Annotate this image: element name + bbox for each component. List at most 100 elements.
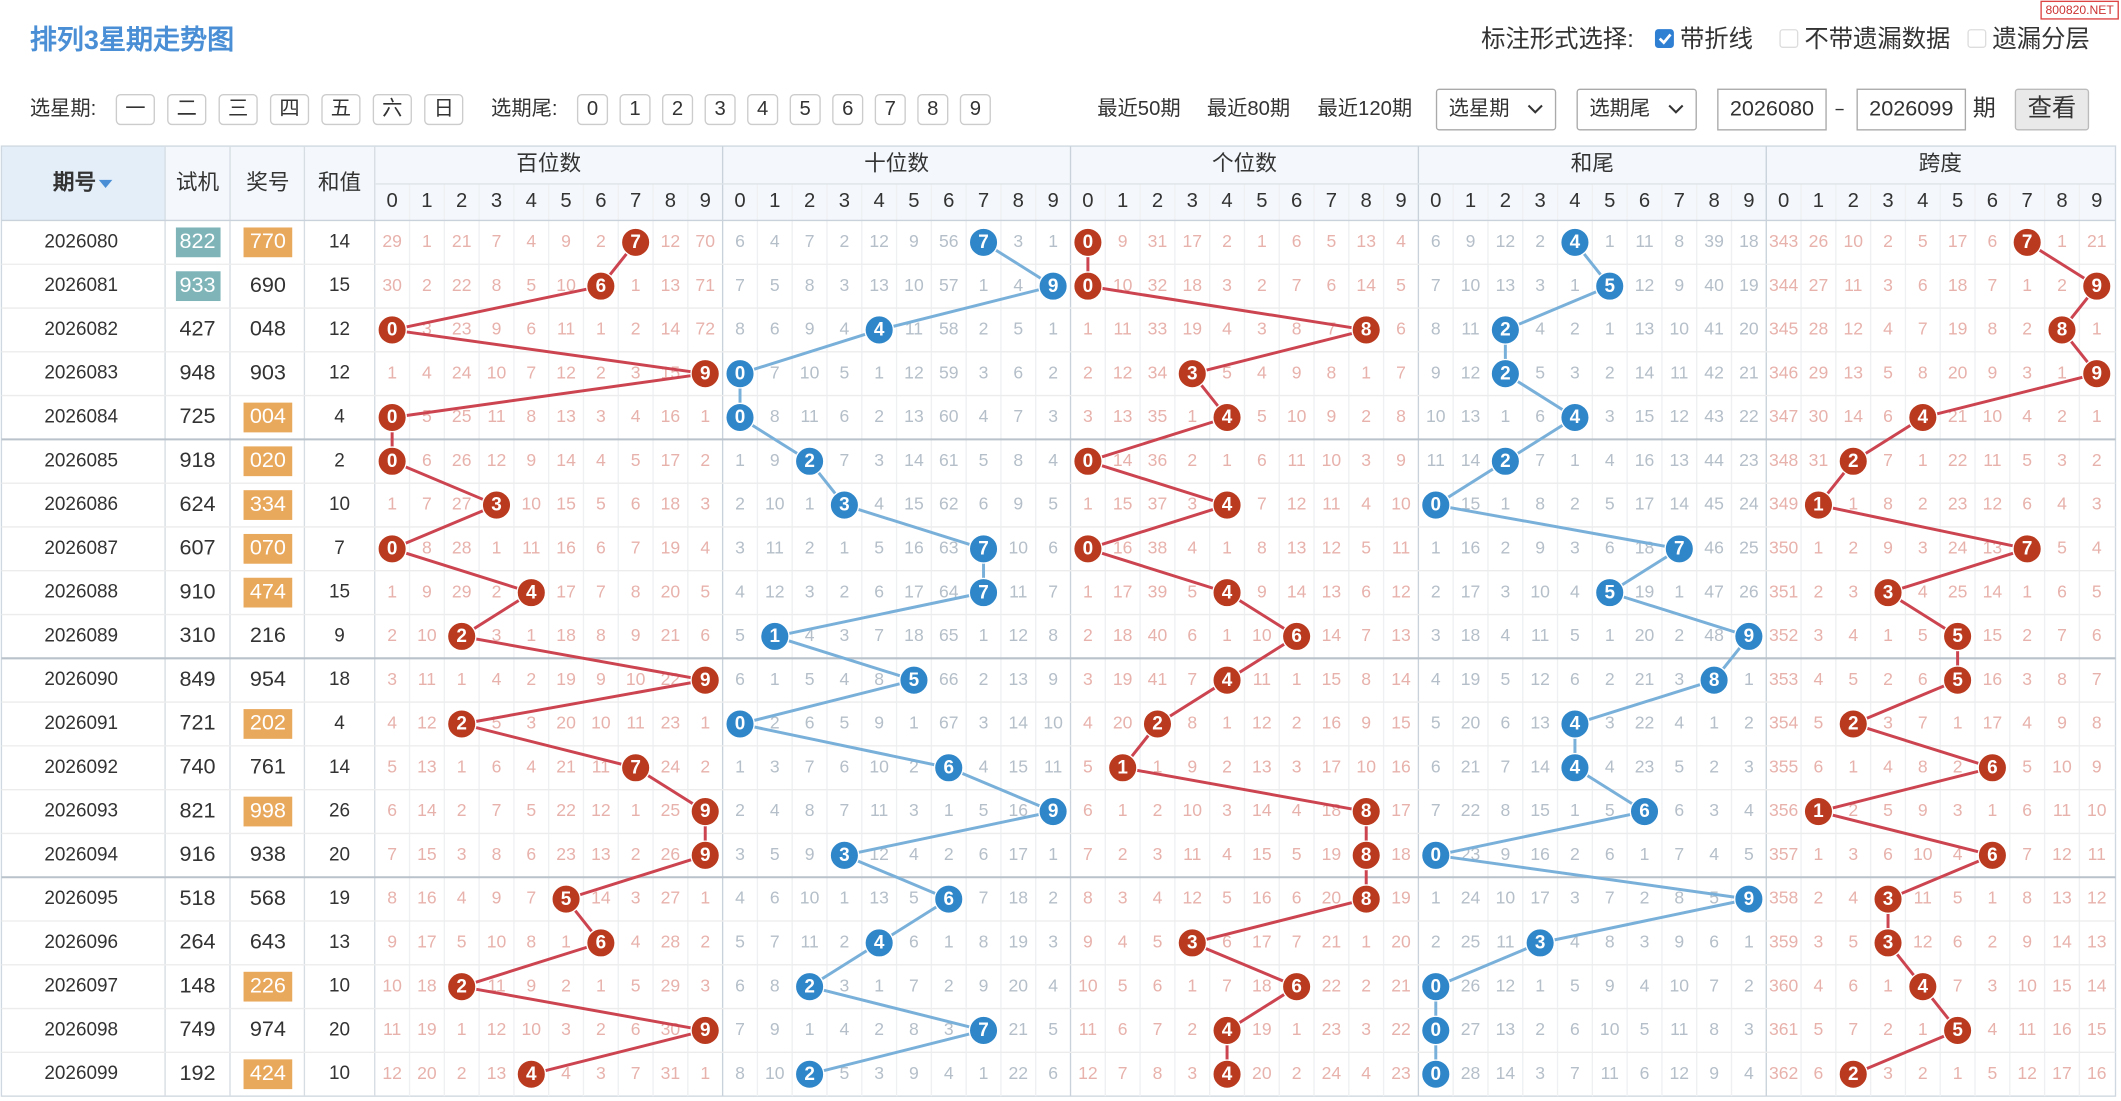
missing-count: 8: [526, 406, 536, 426]
trial-number: 821: [180, 797, 216, 822]
missing-count: 6: [1431, 756, 1441, 776]
missing-count: 23: [1635, 756, 1655, 776]
hit-number: 4: [1222, 495, 1233, 516]
hit-ball: [377, 315, 408, 345]
missing-count: 9: [1083, 932, 1093, 952]
trend-line: [1087, 284, 1367, 332]
missing-count: 8: [2022, 888, 2032, 908]
table-border: [0, 145, 2117, 1097]
missing-count: 7: [770, 932, 780, 952]
weekday-button[interactable]: [269, 94, 310, 126]
trial-number: 192: [180, 1060, 216, 1085]
missing-count: 4: [805, 625, 815, 645]
tail-text: 6: [842, 98, 853, 120]
digit-header: 0: [1430, 190, 1441, 212]
missing-count: 2: [735, 494, 745, 514]
missing-count: 10: [626, 669, 646, 689]
missing-count: 14: [1670, 494, 1690, 514]
missing-count: 11: [487, 406, 505, 426]
weekday-button[interactable]: [115, 94, 155, 126]
missing-count: 5: [839, 1063, 849, 1083]
missing-count: 1: [1118, 800, 1128, 820]
missing-count: 11: [766, 537, 784, 557]
missing-count: 4: [1605, 450, 1615, 470]
trend-line: [1435, 941, 1541, 989]
missing-count: 1: [1083, 319, 1093, 339]
trend-line: [461, 985, 706, 1032]
tail-button[interactable]: [832, 94, 864, 126]
tail-button[interactable]: [704, 94, 736, 126]
weekday-button[interactable]: [372, 94, 412, 126]
hit-number: 2: [456, 714, 467, 735]
hit-ball: [1594, 271, 1625, 302]
hit-ball: [899, 665, 929, 696]
trend-line: [1818, 766, 1993, 813]
missing-count: 4: [1153, 888, 1163, 908]
checkbox[interactable]: [1654, 29, 1674, 49]
trial-number: 264: [180, 929, 216, 954]
missing-count: 9: [2092, 756, 2102, 776]
prize-highlight: [243, 533, 293, 564]
view-button[interactable]: [2014, 88, 2090, 131]
hit-ball: [1212, 665, 1242, 696]
prize-number: 974: [250, 1016, 286, 1041]
missing-count: 8: [1257, 537, 1267, 557]
tail-button[interactable]: [662, 94, 694, 126]
hit-ball: [829, 840, 860, 871]
select-box[interactable]: [1435, 88, 1557, 131]
missing-count: 9: [1118, 231, 1128, 251]
weekday-button[interactable]: [218, 94, 258, 126]
trial-number: 721: [180, 710, 216, 735]
hit-number: 7: [2022, 539, 2033, 560]
weekday-button[interactable]: [424, 94, 464, 126]
sum-value: 20: [329, 844, 350, 865]
digit-header: 4: [874, 190, 885, 212]
trend-line: [1191, 897, 1367, 945]
missing-count: 11: [1009, 581, 1027, 601]
missing-count: 4: [1883, 756, 1893, 776]
missing-count: 3: [1187, 1063, 1197, 1083]
missing-count: 6: [1048, 1063, 1058, 1083]
tail-button[interactable]: [874, 94, 906, 126]
missing-count: 18: [417, 975, 437, 995]
missing-count: 3: [1988, 975, 1998, 995]
missing-count: 7: [1083, 844, 1093, 864]
missing-count: 20: [556, 713, 576, 733]
checkbox[interactable]: [1779, 29, 1799, 49]
missing-count: 19: [556, 669, 576, 689]
missing-count: 1: [1187, 406, 1197, 426]
hit-ball: [1212, 1015, 1242, 1046]
missing-count: 10: [382, 975, 402, 995]
missing-count: 3: [1605, 713, 1615, 733]
missing-count: 14: [1252, 800, 1272, 820]
tail-button[interactable]: [917, 94, 949, 126]
tail-button[interactable]: [789, 94, 821, 126]
checkbox[interactable]: [1967, 29, 1987, 49]
weekday-button[interactable]: [321, 94, 361, 126]
tail-button[interactable]: [959, 94, 991, 126]
missing-count: 17: [1113, 581, 1133, 601]
tail-button[interactable]: [576, 94, 609, 126]
missing-count: 9: [561, 231, 571, 251]
missing-count: 62: [939, 494, 959, 514]
missing-count: 22: [1948, 450, 1968, 470]
missing-count: 5: [387, 756, 397, 776]
missing-count: 19: [1009, 932, 1029, 952]
missing-count: 7: [1848, 1019, 1858, 1039]
missing-count: 6: [1570, 1019, 1580, 1039]
hit-number: 1: [770, 626, 781, 647]
select-box[interactable]: [1576, 88, 1697, 131]
digit-header: 2: [804, 190, 815, 212]
tail-button[interactable]: [619, 94, 651, 126]
period-input[interactable]: [1856, 88, 1967, 131]
weekday-button[interactable]: [167, 94, 207, 126]
missing-count: 5: [457, 932, 467, 952]
period-header-bg: [1, 146, 166, 221]
missing-count: 5: [1953, 888, 1963, 908]
missing-count: 1: [839, 888, 849, 908]
missing-count: 1: [700, 713, 710, 733]
period: 2026089: [44, 625, 118, 646]
missing-count: 8: [596, 625, 606, 645]
period-input[interactable]: [1717, 88, 1827, 131]
tail-button[interactable]: [747, 94, 779, 126]
